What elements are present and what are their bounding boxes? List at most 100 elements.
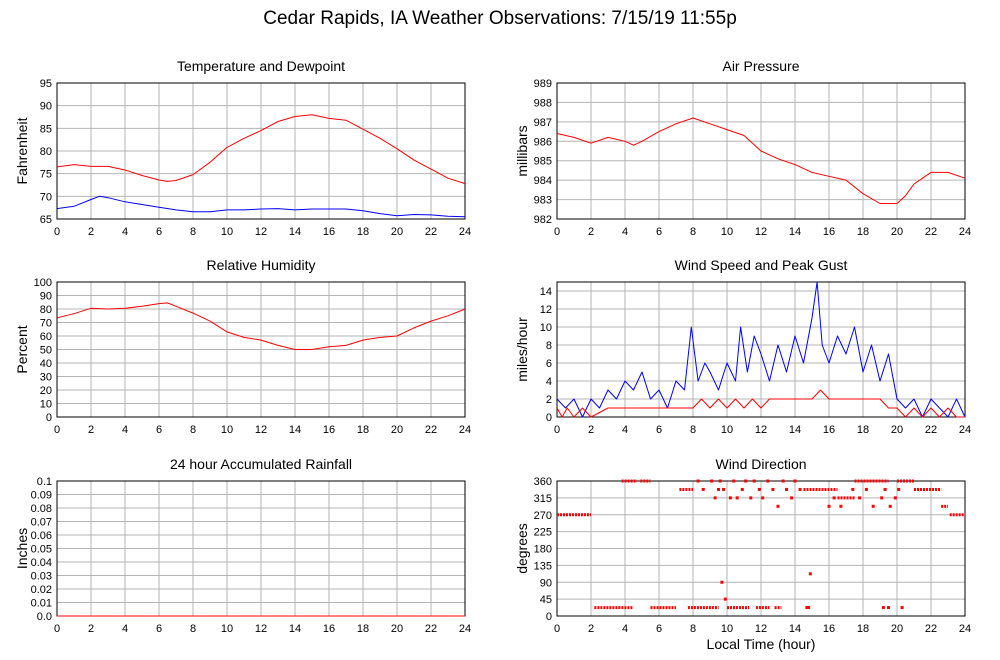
chart-rain-ytick-4: 0.04 [31,557,52,569]
chart-wind-ytick-7: 14 [540,286,552,298]
chart-wind-ytick-3: 6 [546,358,552,370]
chart-temp-xtick-0: 0 [54,226,60,238]
chart-temp-xtick-6: 12 [255,226,267,238]
chart-direction-point-5 [718,479,722,483]
chart-temp-xtick-7: 14 [289,226,301,238]
chart-pressure-frame [556,82,966,220]
chart-humidity-ytick-10: 100 [34,277,52,289]
chart-humidity-ytick-9: 90 [40,291,52,303]
chart-wind-ytick-1: 2 [546,394,552,406]
chart-direction-point-20 [785,487,788,491]
chart-temp-xtick-12: 24 [459,226,471,238]
chart-rain-ytick-6: 0.06 [31,530,52,542]
chart-wind-xtick-2: 4 [622,424,628,436]
chart-pressure-xtick-0: 0 [554,226,560,238]
chart-humidity-xtick-9: 18 [357,424,369,436]
chart-direction-point-28 [839,504,843,508]
chart-direction-xtick-0: 0 [554,623,560,635]
chart-temp-xtick-9: 18 [357,226,369,238]
chart-direction-point-42 [887,606,890,610]
chart-direction-point-43 [900,606,904,610]
chart-pressure-xtick-5: 10 [721,226,733,238]
chart-direction-xtick-12: 24 [959,623,971,635]
chart-temp-ytick-3: 80 [40,146,52,158]
chart-wind-title: Wind Speed and Peak Gust [675,257,848,273]
chart-rain-xtick-1: 2 [88,623,94,635]
chart-wind-ytick-4: 8 [546,340,552,352]
chart-direction-point-34 [883,487,887,491]
x-axis-label: Local Time (hour) [706,636,816,652]
page-title: Cedar Rapids, IA Weather Observations: 7… [263,8,737,29]
chart-pressure-ytick-2: 984 [534,175,552,187]
chart-humidity-xtick-11: 22 [425,424,437,436]
chart-temp-frame [56,82,466,220]
chart-rain-title: 24 hour Accumulated Rainfall [170,456,352,472]
chart-temp-ytick-4: 85 [40,123,52,135]
chart-direction-point-32 [871,504,875,508]
chart-direction-point-1 [701,487,705,491]
chart-direction-point-27 [832,496,836,500]
chart-wind-ylabel: miles/hour [514,317,530,382]
chart-temp-ytick-1: 70 [40,191,52,203]
chart-rain-xtick-9: 18 [357,623,369,635]
chart-direction-point-17 [771,487,775,491]
chart-humidity-ytick-2: 20 [40,385,52,397]
chart-rain-xtick-2: 4 [122,623,128,635]
chart-direction-xtick-6: 12 [755,623,767,635]
chart-pressure-xtick-7: 14 [789,226,801,238]
chart-temp-xtick-10: 20 [391,226,403,238]
chart-direction-point-4 [717,487,720,491]
chart-pressure-xtick-2: 4 [622,226,628,238]
chart-direction-point-21 [790,496,794,500]
chart-rain-ytick-3: 0.03 [31,571,52,583]
chart-temp-ytick-6: 95 [40,78,52,90]
chart-wind-ytick-6: 12 [540,304,552,316]
chart-pressure-ytick-3: 985 [534,156,552,168]
chart-direction-point-26 [827,504,831,508]
chart-pressure-ylabel: millibars [514,125,530,176]
chart-rain-xtick-10: 20 [391,623,403,635]
chart-direction-ytick-8: 360 [534,476,552,488]
chart-direction-xtick-2: 4 [622,623,628,635]
chart-direction-point-3 [713,496,717,500]
chart-pressure-ytick-5: 987 [534,117,552,129]
chart-temp-ylabel: Fahrenheit [14,117,30,184]
chart-direction-xtick-4: 8 [690,623,696,635]
chart-direction-ytick-7: 315 [534,493,552,505]
chart-rain-xtick-6: 12 [255,623,267,635]
chart-pressure-xtick-10: 20 [891,226,903,238]
chart-direction-point-24 [805,606,809,610]
chart-temp-xtick-8: 16 [323,226,335,238]
chart-temp-xtick-1: 2 [88,226,94,238]
chart-pressure-ytick-6: 988 [534,97,552,109]
chart-pressure-ytick-1: 983 [534,195,552,207]
chart-humidity-ytick-7: 70 [40,318,52,330]
chart-direction-point-6 [722,487,726,491]
chart-temp-series-0 [56,114,466,185]
chart-direction-point-31 [864,487,868,491]
chart-rain-xtick-12: 24 [459,623,471,635]
chart-direction-point-30 [858,496,862,500]
chart-pressure-ytick-0: 982 [534,214,552,226]
chart-humidity-ytick-0: 0 [46,412,52,424]
chart-pressure-title: Air Pressure [722,58,799,74]
chart-rain-ytick-8: 0.08 [31,503,52,515]
chart-direction-ylabel: degrees [514,523,530,574]
chart-rain-xtick-4: 8 [190,623,196,635]
chart-humidity-xtick-12: 24 [459,424,471,436]
chart-wind-xtick-4: 8 [690,424,696,436]
chart-temp-ytick-0: 65 [40,214,52,226]
chart-humidity-ytick-4: 40 [40,358,52,370]
chart-direction-frame [556,480,966,617]
chart-pressure-xtick-8: 16 [823,226,835,238]
chart-wind-xtick-3: 6 [656,424,662,436]
chart-rain-ytick-1: 0.01 [31,598,52,610]
chart-direction-point-7 [728,496,732,500]
chart-direction-point-22 [793,479,797,483]
chart-direction-point-13 [752,479,756,483]
chart-rain-xtick-0: 0 [54,623,60,635]
chart-direction-point-12 [749,496,753,500]
